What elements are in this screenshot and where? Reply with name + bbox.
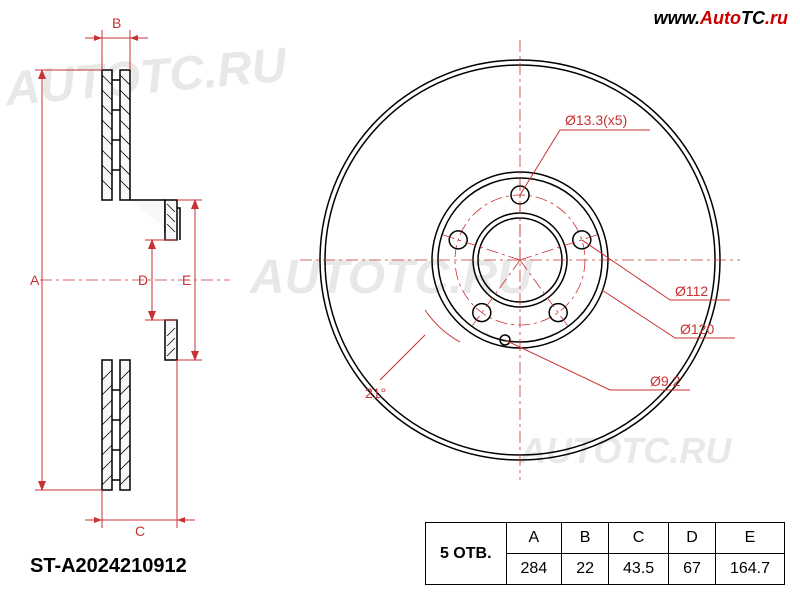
annotation-locator: Ø120 bbox=[680, 321, 714, 337]
dimensions-table: 5 ОТВ. A B C D E 284 22 43.5 67 164.7 bbox=[425, 522, 785, 585]
table-cell: 284 bbox=[506, 554, 562, 585]
table-header: D bbox=[669, 523, 716, 554]
disc-profile-lower bbox=[102, 320, 177, 490]
table-cell: 164.7 bbox=[715, 554, 784, 585]
table-header: E bbox=[715, 523, 784, 554]
annotation-bolt-holes: Ø13.3(x5) bbox=[565, 112, 627, 128]
part-number: ST-A2024210912 bbox=[30, 555, 187, 578]
disc-profile-upper bbox=[102, 70, 180, 240]
table-header: C bbox=[609, 523, 669, 554]
front-view: Ø13.3(x5) Ø112 Ø120 Ø9.2 21° bbox=[300, 40, 740, 480]
table-cell: 67 bbox=[669, 554, 716, 585]
cross-section-view: A B C D E bbox=[30, 15, 230, 539]
dim-label-d: D bbox=[138, 272, 148, 288]
technical-drawing: A B C D E bbox=[0, 0, 800, 600]
table-header: A bbox=[506, 523, 562, 554]
table-cell: 43.5 bbox=[609, 554, 669, 585]
table-header: B bbox=[562, 523, 609, 554]
annotation-angle: 21° bbox=[365, 385, 386, 401]
dim-label-c: C bbox=[135, 523, 145, 539]
annotation-pcd: Ø112 bbox=[675, 283, 708, 299]
annotation-pin: Ø9.2 bbox=[650, 373, 681, 389]
source-url: www.AutoTC.ru bbox=[654, 8, 788, 29]
dim-label-e: E bbox=[182, 272, 191, 288]
dim-label-b: B bbox=[112, 15, 121, 31]
dim-label-a: A bbox=[30, 272, 40, 288]
table-row-label: 5 ОТВ. bbox=[425, 523, 506, 585]
table-cell: 22 bbox=[562, 554, 609, 585]
